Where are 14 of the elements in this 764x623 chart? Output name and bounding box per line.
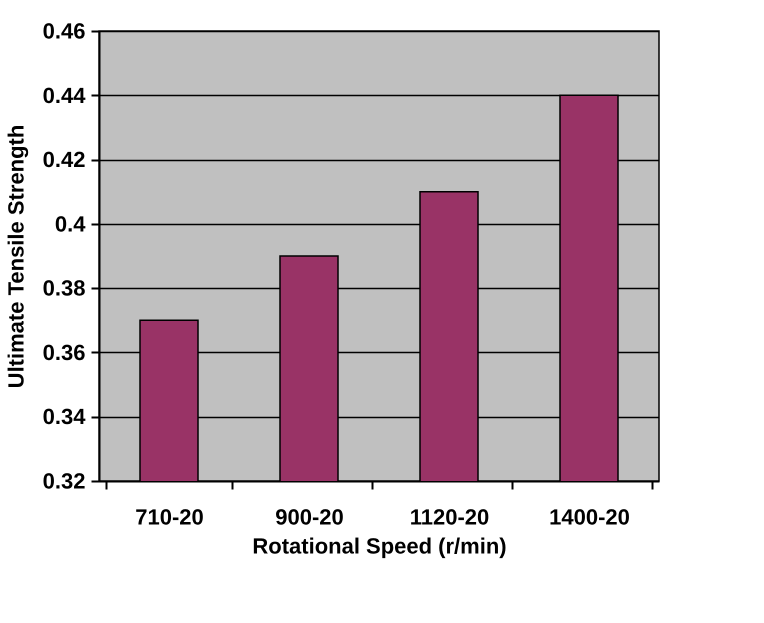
x-tick-label: 710-20 xyxy=(135,504,204,530)
y-axis-title: Ultimate Tensile Strength xyxy=(4,124,29,388)
y-tick-label: 0.4 xyxy=(54,211,86,236)
y-tick-label: 0.46 xyxy=(42,18,86,44)
y-tick-label: 0.34 xyxy=(42,404,86,430)
x-tick-label: 1120-20 xyxy=(410,504,490,530)
y-tick-label: 0.44 xyxy=(42,82,86,108)
x-tick-label: 1400-20 xyxy=(549,504,630,530)
y-tick-label: 0.42 xyxy=(42,147,86,172)
y-tick-label: 0.38 xyxy=(42,276,86,301)
y-tick-label: 0.36 xyxy=(42,340,86,365)
y-tick-label: 0.32 xyxy=(42,468,86,494)
x-tick-label: 900-20 xyxy=(275,504,344,530)
x-axis-title: Rotational Speed (r/min) xyxy=(252,534,507,558)
